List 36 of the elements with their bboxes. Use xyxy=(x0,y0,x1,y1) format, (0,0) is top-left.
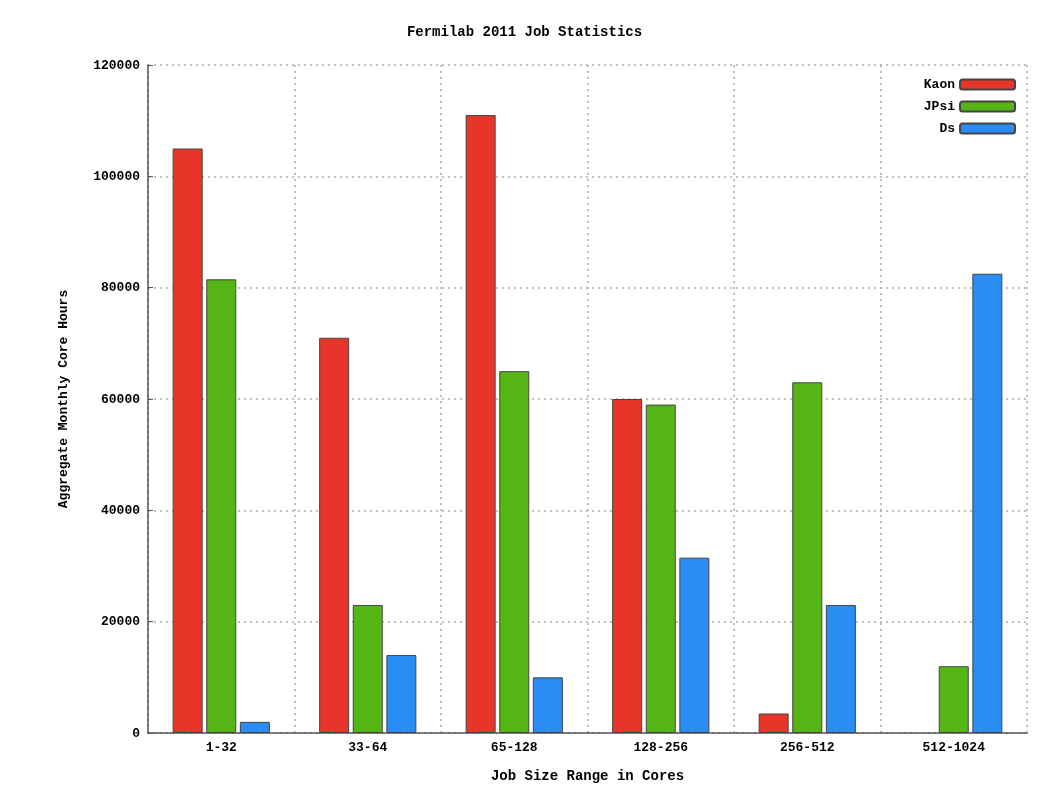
x-tick-label: 65-128 xyxy=(490,740,538,755)
bar xyxy=(612,399,643,733)
y-tick-label: 0 xyxy=(132,725,141,741)
x-tick-label: 512-1024 xyxy=(922,740,986,755)
x-tick-label: 256-512 xyxy=(779,740,835,755)
legend-label: Ds xyxy=(939,121,956,136)
x-tick-label: 33-64 xyxy=(348,740,388,755)
bar xyxy=(352,604,383,733)
legend-label: Kaon xyxy=(923,77,956,92)
x-axis-title: Job Size Range in Cores xyxy=(490,768,685,784)
bar xyxy=(758,713,789,733)
x-tick-label: 128-256 xyxy=(633,740,689,755)
bar xyxy=(239,721,270,733)
y-axis-title: Aggregate Monthly Core Hours xyxy=(56,289,71,509)
y-tick-label: 40000 xyxy=(100,502,141,518)
bar xyxy=(972,273,1003,733)
y-tick-label: 100000 xyxy=(93,168,141,184)
y-tick-label: 120000 xyxy=(93,57,141,73)
x-tick-label: 1-32 xyxy=(205,740,238,755)
bar xyxy=(172,148,203,733)
bar xyxy=(532,677,563,733)
bar xyxy=(465,115,496,733)
bar xyxy=(825,604,856,733)
bar xyxy=(206,279,237,733)
y-tick-label: 60000 xyxy=(100,391,141,407)
legend-label: JPsi xyxy=(923,99,956,114)
bar xyxy=(319,337,350,733)
bar xyxy=(499,371,530,733)
bar xyxy=(645,404,676,733)
bar xyxy=(792,382,823,733)
bar xyxy=(386,655,417,733)
chart-title: Fermilab 2011 Job Statistics xyxy=(406,24,643,40)
y-tick-label: 20000 xyxy=(100,614,141,630)
bar xyxy=(938,666,969,733)
y-tick-label: 80000 xyxy=(100,280,141,296)
bar xyxy=(679,557,710,733)
